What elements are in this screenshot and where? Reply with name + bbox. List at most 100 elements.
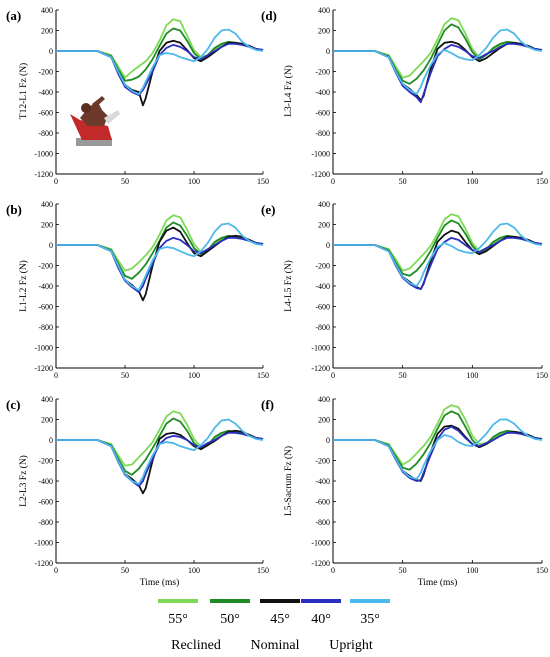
x-tick-label: 100 — [466, 566, 478, 575]
panel-label: (f) — [261, 397, 274, 412]
y-tick-label: -1200 — [311, 170, 330, 179]
inset-occupant-head — [81, 103, 91, 113]
y-tick-label: -200 — [315, 457, 330, 466]
y-tick-label: 200 — [41, 221, 53, 230]
series-line — [56, 221, 264, 280]
y-axis-label: T12-L1 Fz (N) — [18, 63, 29, 119]
y-tick-label: -800 — [38, 323, 53, 332]
x-tick-label: 150 — [257, 566, 269, 575]
y-tick-label: 400 — [318, 200, 330, 209]
series-line — [56, 28, 264, 95]
panel: (d) L3-L4 Fz (N) — [261, 8, 294, 117]
y-tick-label: -1000 — [311, 150, 330, 159]
y-tick-label: -200 — [315, 262, 330, 271]
inset-seat-frame — [70, 114, 112, 140]
series-line — [56, 222, 264, 291]
y-tick-label: 400 — [318, 6, 330, 15]
legend-label: 35° — [360, 612, 380, 627]
y-axis-label: L4-L5 Fz (N) — [283, 260, 294, 312]
x-tick-label: 150 — [257, 177, 269, 186]
series-line — [333, 418, 543, 480]
y-tick-label: -400 — [315, 477, 330, 486]
legend-label: 40° — [311, 612, 331, 627]
x-tick-label: 0 — [331, 177, 335, 186]
panel: (c) L2-L3 Fz (N) Time (ms) — [6, 397, 179, 588]
x-tick-label: 50 — [121, 566, 129, 575]
x-tick-label: 50 — [121, 371, 129, 380]
y-tick-label: -1000 — [34, 150, 53, 159]
y-tick-label: 0 — [49, 241, 53, 250]
y-axis-label: L5-Sacrum Fz (N) — [283, 446, 294, 516]
series-line — [56, 18, 264, 79]
y-tick-label: 0 — [326, 47, 330, 56]
panel: (f) L5-Sacrum Fz (N) Time (ms) — [261, 397, 457, 588]
y-tick-label: -400 — [315, 88, 330, 97]
x-tick-label: 50 — [121, 177, 129, 186]
x-tick-label: 0 — [54, 566, 58, 575]
y-axis-label: L3-L4 Fz (N) — [283, 65, 294, 117]
y-tick-label: 400 — [318, 395, 330, 404]
legend-label: 50° — [220, 612, 240, 627]
series-line — [56, 417, 264, 476]
category-label-nominal: Nominal — [251, 638, 300, 653]
panel-label: (c) — [6, 397, 20, 412]
panel: (b) L1-L2 Fz (N) — [6, 202, 29, 312]
inset-occupant-legs — [104, 110, 120, 124]
y-tick-label: -400 — [38, 477, 53, 486]
inset-occupant-arm — [92, 96, 105, 108]
y-tick-label: 400 — [41, 200, 53, 209]
x-tick-label: 150 — [536, 371, 548, 380]
y-tick-label: -600 — [315, 498, 330, 507]
y-tick-label: -800 — [315, 323, 330, 332]
series-line — [56, 42, 264, 96]
x-tick-label: 0 — [331, 371, 335, 380]
y-tick-label: -1200 — [34, 559, 53, 568]
y-tick-label: -200 — [38, 68, 53, 77]
panel-label: (e) — [261, 202, 275, 217]
y-tick-label: -600 — [38, 498, 53, 507]
x-tick-label: 100 — [188, 177, 200, 186]
x-tick-label: 150 — [536, 177, 548, 186]
series-line — [333, 42, 543, 104]
series-line — [333, 222, 543, 287]
y-tick-label: 0 — [326, 436, 330, 445]
category-label-reclined: Reclined — [171, 638, 221, 653]
x-tick-label: 50 — [399, 371, 407, 380]
y-tick-label: 0 — [49, 47, 53, 56]
y-tick-label: -800 — [38, 129, 53, 138]
panel: (e) L4-L5 Fz (N) — [261, 202, 294, 312]
series-line — [56, 236, 264, 294]
x-tick-label: 0 — [331, 566, 335, 575]
y-tick-label: -1200 — [311, 364, 330, 373]
y-tick-label: -400 — [38, 88, 53, 97]
y-tick-label: -200 — [315, 68, 330, 77]
y-tick-label: 0 — [326, 241, 330, 250]
panel: (a) T12-L1 Fz (N) — [6, 8, 29, 119]
y-tick-label: -400 — [315, 282, 330, 291]
y-tick-label: -1000 — [311, 344, 330, 353]
y-tick-label: -800 — [315, 129, 330, 138]
panel-label: (b) — [6, 202, 22, 217]
x-tick-label: 100 — [188, 371, 200, 380]
panel-label: (a) — [6, 8, 21, 23]
y-axis-label: L1-L2 Fz (N) — [18, 260, 29, 312]
y-tick-label: -1000 — [311, 539, 330, 548]
inset-illustration — [70, 96, 120, 146]
x-axis-label: Time (ms) — [418, 577, 458, 588]
x-tick-label: 50 — [399, 566, 407, 575]
y-tick-label: 0 — [49, 436, 53, 445]
inset-occupant-body — [80, 102, 108, 126]
y-tick-label: -400 — [38, 282, 53, 291]
x-tick-label: 150 — [536, 566, 548, 575]
y-tick-label: -1200 — [311, 559, 330, 568]
y-axis-label: L2-L3 Fz (N) — [18, 455, 29, 507]
y-tick-label: 400 — [41, 6, 53, 15]
y-tick-label: -200 — [38, 262, 53, 271]
y-tick-label: 200 — [41, 27, 53, 36]
